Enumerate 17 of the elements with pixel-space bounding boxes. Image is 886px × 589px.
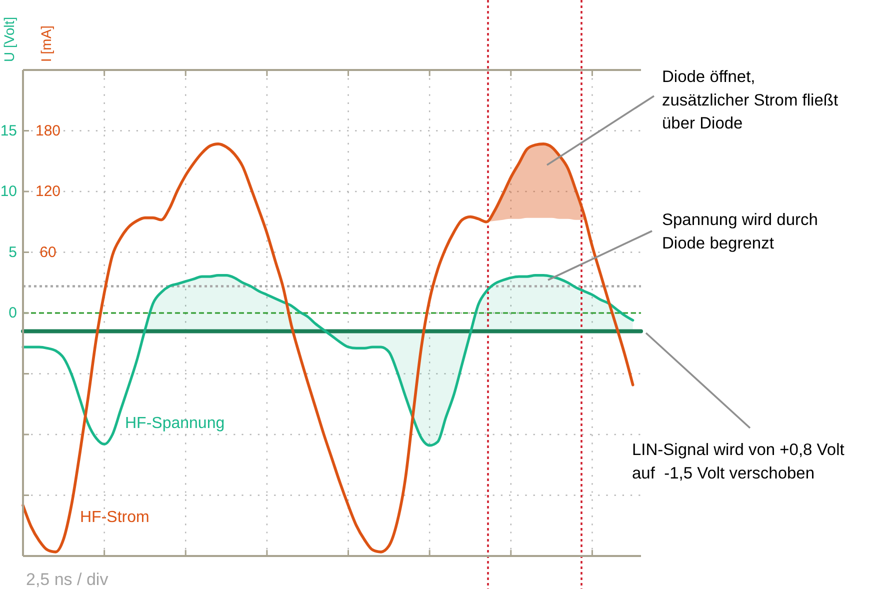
series-label: HF-Spannung: [125, 415, 225, 432]
y-tick-label: 10: [0, 183, 17, 200]
y2-tick-label: 120: [35, 183, 61, 200]
y-tick-label: 15: [0, 122, 17, 140]
y-tick-label: 5: [8, 244, 17, 261]
y-axis-title: U [Volt]: [1, 16, 17, 62]
text: Diode öffnet, zusätzlicher Strom fließt über Diode: [662, 68, 838, 133]
y2-tick-label: 180: [35, 122, 61, 140]
y2-tick-label: 60: [40, 244, 56, 261]
annotation: LIN-Signal wird von +0,8 Volt auf -1,5 Volt verschoben: [632, 441, 845, 482]
y2-axis-title: I [mA]: [38, 25, 54, 62]
text: 2,5 ns / div: [26, 570, 109, 589]
text: Spannung wird durch Diode begrenzt: [662, 211, 818, 252]
y-tick-label: 0: [8, 304, 17, 322]
series-label: HF-Strom: [80, 509, 150, 526]
line-series: [22, 274, 634, 447]
line-series: [22, 142, 634, 554]
